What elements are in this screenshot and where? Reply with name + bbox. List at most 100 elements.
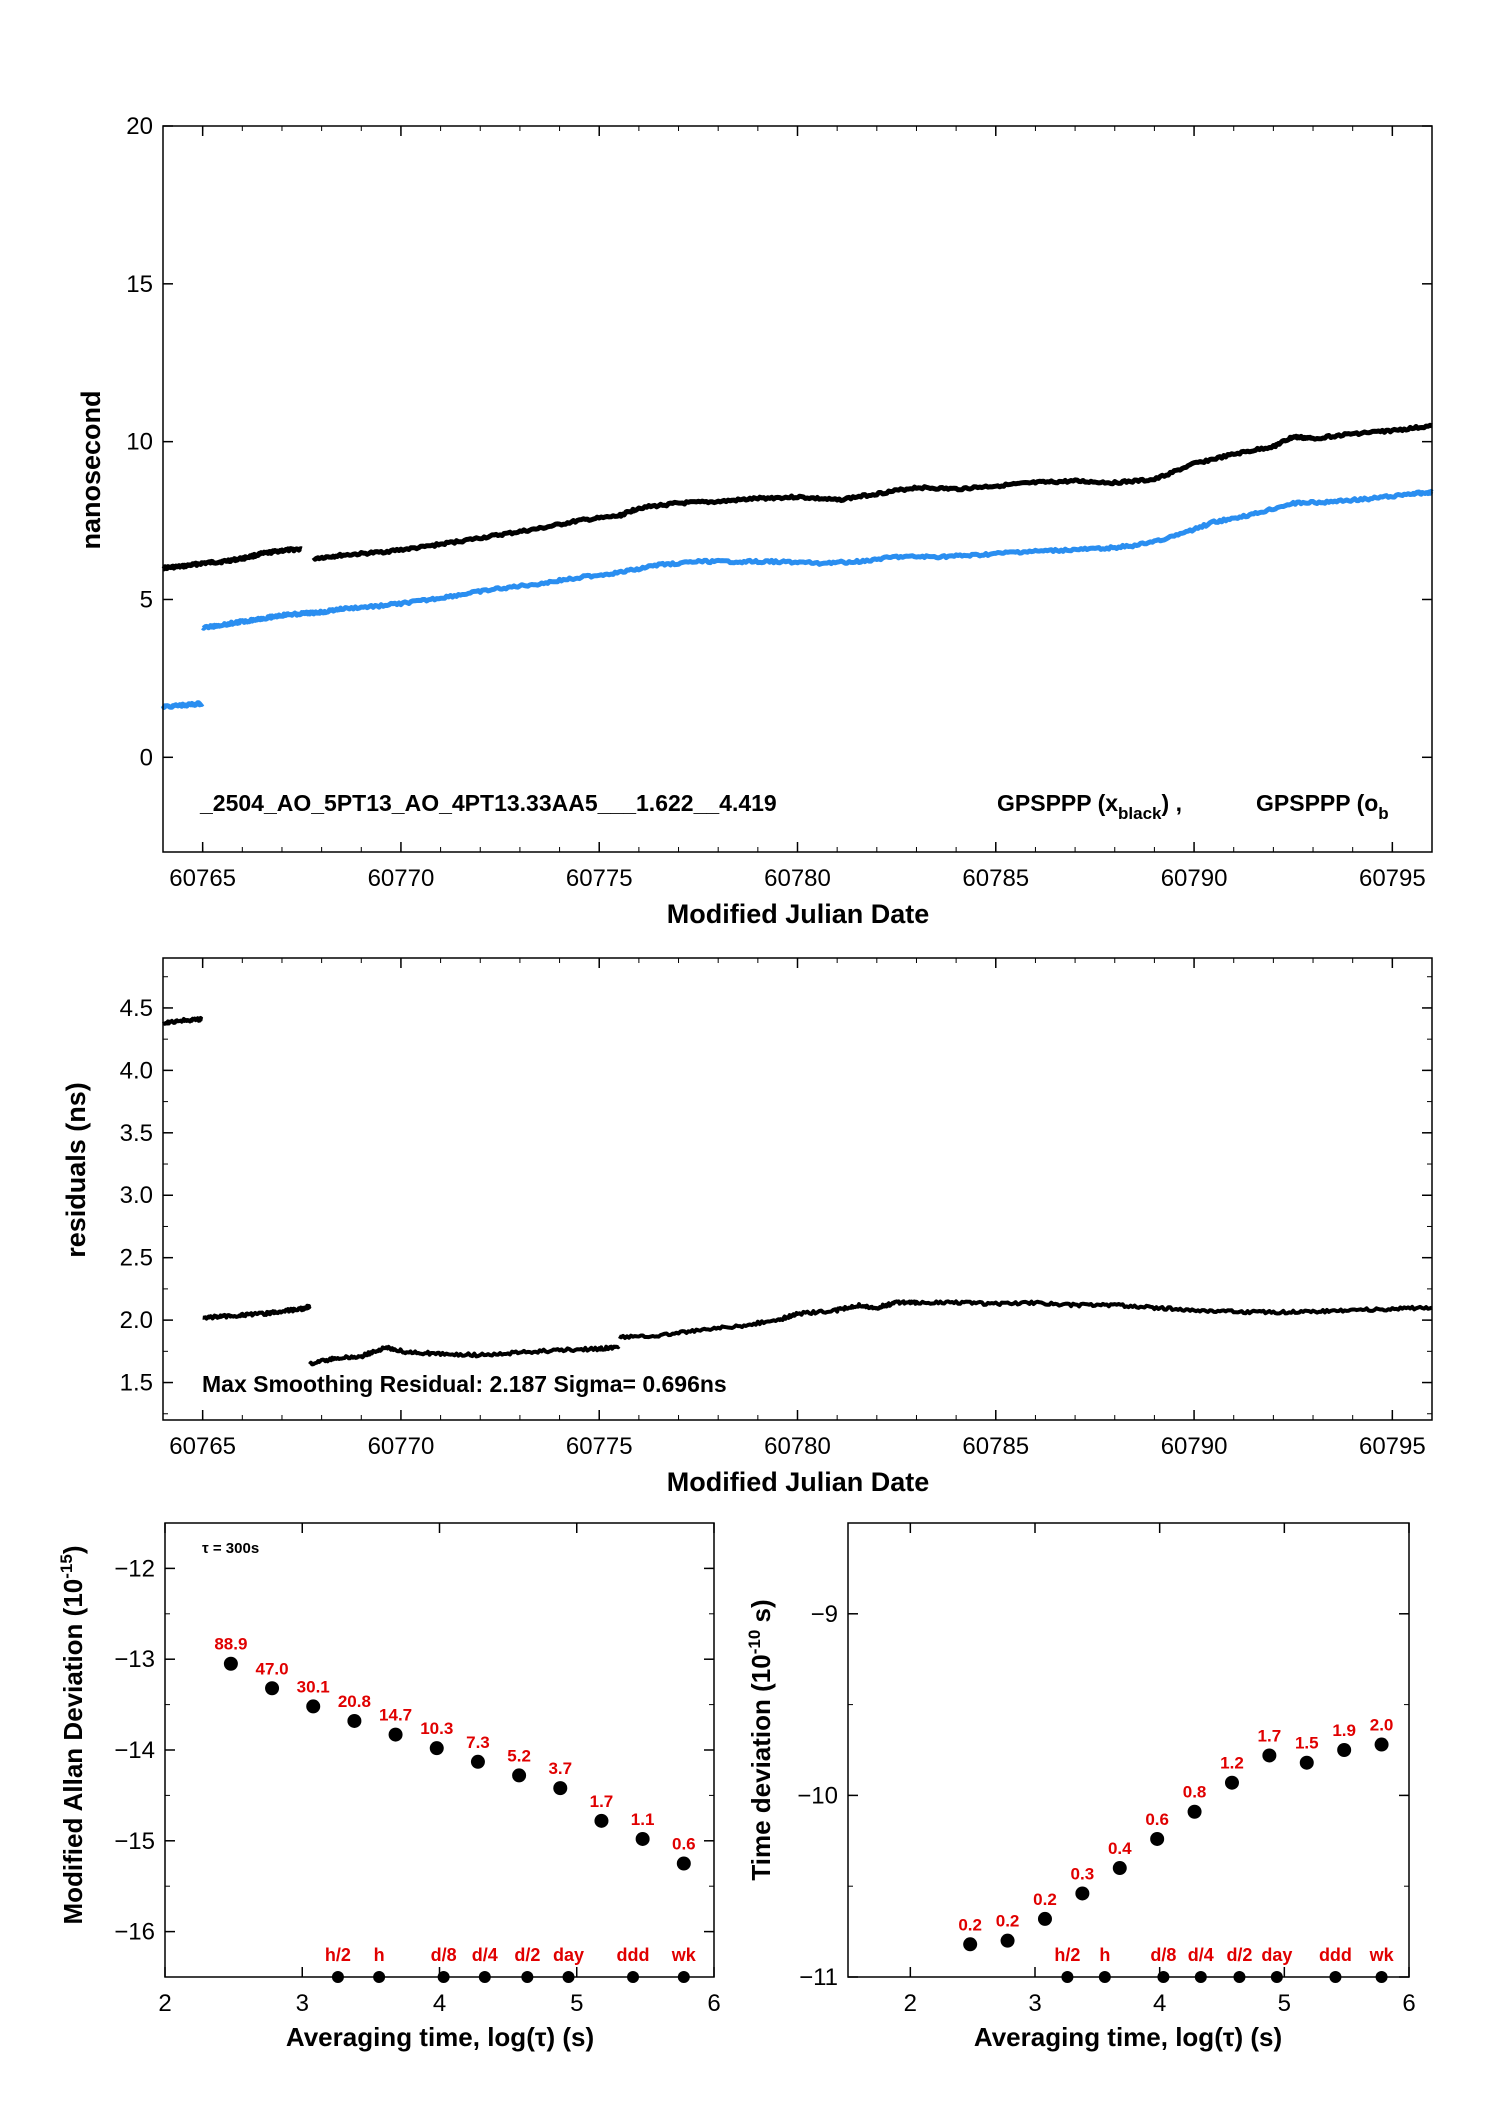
mdev-x-label: Averaging time, log(τ) (s)	[286, 2022, 594, 2052]
mdev-marker-label: d/4	[472, 1945, 498, 1965]
tdev-x-tick-label: 2	[904, 1990, 917, 2017]
residuals-series-0-segment-0	[161, 1016, 204, 1026]
tdev-data-point	[1299, 1755, 1314, 1770]
phase-x-tick-label: 60770	[368, 865, 435, 892]
phase-legend-blue: GPSPPP (ob	[1256, 790, 1389, 823]
tdev-marker-label: h/2	[1054, 1945, 1080, 1965]
tdev-data-point	[1262, 1748, 1277, 1763]
tdev-data-point	[1187, 1804, 1202, 1819]
residuals-x-tick-label: 60780	[764, 1433, 831, 1460]
mdev-x-tick-label: 4	[433, 1990, 446, 2017]
phase-x-tick-label: 60765	[169, 865, 236, 892]
residuals-series-0-segment-2	[308, 1344, 621, 1367]
mdev-data-point	[512, 1768, 527, 1783]
mdev-y-tick-label: −14	[114, 1737, 155, 1764]
tdev-data-point	[1224, 1775, 1239, 1790]
mdev-data-point	[470, 1754, 485, 1769]
mdev-x-tick-label: 2	[158, 1990, 171, 2017]
mdev-y-tick-label: −16	[114, 1919, 155, 1946]
residuals-x-tick-label: 60775	[566, 1433, 633, 1460]
tdev-marker-label: d/2	[1226, 1945, 1252, 1965]
residuals-y-tick-label: 4.0	[120, 1057, 153, 1084]
mdev-marker-label: ddd	[617, 1945, 650, 1965]
residuals-plot-area: 60765 60770 60775 60780 60785 60790 60795 1.5 2.…	[120, 958, 1433, 1460]
tdev-point-label: 0.6	[1145, 1810, 1169, 1829]
phase-plot-area: 60765 60770 60775 60780 60785 60790 60795 0 5 10 1…	[126, 113, 1434, 892]
tdev-marker-label: ddd	[1319, 1945, 1352, 1965]
mdev-plot-area: 2 3 4 5 6 −16 −15 −14 −13 −12 88.9 47.0 30.1 20.8 14.7…	[114, 1522, 721, 2017]
mdev-data-point	[223, 1656, 238, 1671]
mdev-point-label: 5.2	[507, 1746, 531, 1765]
tdev-x-label: Averaging time, log(τ) (s)	[974, 2022, 1282, 2052]
phase-annotation: _2504_AO_5PT13_AO_4PT13.33AA5___1.622__4…	[199, 790, 777, 816]
tdev-data-point	[1112, 1861, 1127, 1876]
mdev-point-label: 3.7	[548, 1759, 572, 1778]
tdev-point-label: 0.2	[996, 1912, 1020, 1931]
mdev-marker-label: day	[553, 1945, 584, 1965]
phase-x-tick-label: 60780	[764, 865, 831, 892]
mdev-point-label: 20.8	[338, 1692, 371, 1711]
mdev-x-tick-label: 3	[296, 1990, 309, 2017]
residuals-y-label: residuals (ns)	[61, 1082, 91, 1258]
phase-y-tick-label: 15	[126, 271, 153, 298]
phase-frame	[162, 125, 1433, 853]
residuals-x-tick-label: 60785	[962, 1433, 1029, 1460]
tdev-marker-label: wk	[1369, 1945, 1395, 1965]
mdev-data-point	[594, 1813, 609, 1828]
mdev-marker-label: d/2	[514, 1945, 540, 1965]
residuals-x-tick-label: 60790	[1161, 1433, 1228, 1460]
residuals-y-tick-label: 3.0	[120, 1182, 153, 1209]
phase-series-1-segment-0	[160, 700, 205, 710]
mdev-data-point	[429, 1741, 444, 1756]
residuals-frame	[162, 957, 1433, 1421]
tdev-data-point	[1337, 1743, 1352, 1757]
mdev-y-tick-label: −15	[114, 1828, 155, 1855]
mdev-point-label: 14.7	[379, 1706, 412, 1725]
tdev-marker-label: d/4	[1188, 1945, 1214, 1965]
phase-series-1-segment-1	[201, 488, 1434, 631]
residuals-y-tick-label: 2.5	[120, 1245, 153, 1272]
mdev-panel: 2 3 4 5 6 −16 −15 −14 −13 −12 88.9 47.0 30.1 20.8 14.7…	[57, 1522, 721, 2052]
tdev-point-label: 1.5	[1295, 1734, 1319, 1753]
mdev-marker-label: h	[374, 1945, 385, 1965]
mdev-data-point	[265, 1681, 280, 1696]
phase-panel: 60765 60770 60775 60780 60785 60790 60795 0 5 10 1…	[76, 113, 1434, 929]
tdev-point-label: 1.9	[1332, 1721, 1356, 1740]
mdev-point-label: 0.6	[672, 1835, 696, 1854]
tdev-point-label: 0.2	[1033, 1890, 1057, 1909]
mdev-data-point	[676, 1856, 691, 1871]
tdev-marker-label: h	[1099, 1945, 1110, 1965]
tdev-x-tick-label: 5	[1278, 1990, 1291, 2017]
mdev-frame	[164, 1522, 715, 1978]
mdev-y-tick-label: −12	[114, 1555, 155, 1582]
tdev-data-point	[1075, 1886, 1090, 1901]
mdev-point-label: 7.3	[466, 1733, 490, 1752]
phase-x-tick-label: 60775	[566, 865, 633, 892]
tdev-y-tick-label: −10	[797, 1782, 838, 1809]
mdev-y-label: Modified Allan Deviation (10-15)	[57, 1546, 88, 1925]
phase-x-tick-label: 60785	[962, 865, 1029, 892]
residuals-series-0-segment-1	[201, 1303, 312, 1321]
mdev-point-label: 88.9	[214, 1635, 247, 1654]
tdev-data-point	[963, 1937, 978, 1952]
tdev-data-point	[1374, 1737, 1389, 1752]
residuals-x-label: Modified Julian Date	[667, 1467, 930, 1497]
tdev-marker-label: day	[1261, 1945, 1292, 1965]
phase-x-label: Modified Julian Date	[667, 899, 930, 929]
mdev-point-label: 30.1	[297, 1677, 330, 1696]
residuals-y-tick-label: 3.5	[120, 1120, 153, 1147]
tdev-plot-area: 2 3 4 5 6 −11 −10 −9 0.2 0.2 0.2 0.3 0.4 0.6 0.8 1.2 1.7…	[797, 1522, 1416, 2017]
mdev-tau-label: τ = 300s	[202, 1540, 259, 1557]
phase-x-tick-label: 60790	[1161, 865, 1228, 892]
mdev-marker-label: h/2	[325, 1945, 351, 1965]
mdev-point-label: 10.3	[420, 1719, 453, 1738]
tdev-y-tick-label: −9	[811, 1601, 838, 1628]
phase-legend-black: GPSPPP (xblack) ,	[997, 790, 1182, 823]
tdev-point-label: 1.2	[1220, 1754, 1244, 1773]
residuals-y-tick-label: 4.5	[120, 995, 153, 1022]
mdev-data-point	[635, 1831, 650, 1846]
tdev-panel: 2 3 4 5 6 −11 −10 −9 0.2 0.2 0.2 0.3 0.4 0.6 0.8 1.2 1.7…	[745, 1522, 1416, 2052]
phase-y-tick-label: 20	[126, 113, 153, 140]
residuals-x-tick-label: 60765	[169, 1433, 236, 1460]
